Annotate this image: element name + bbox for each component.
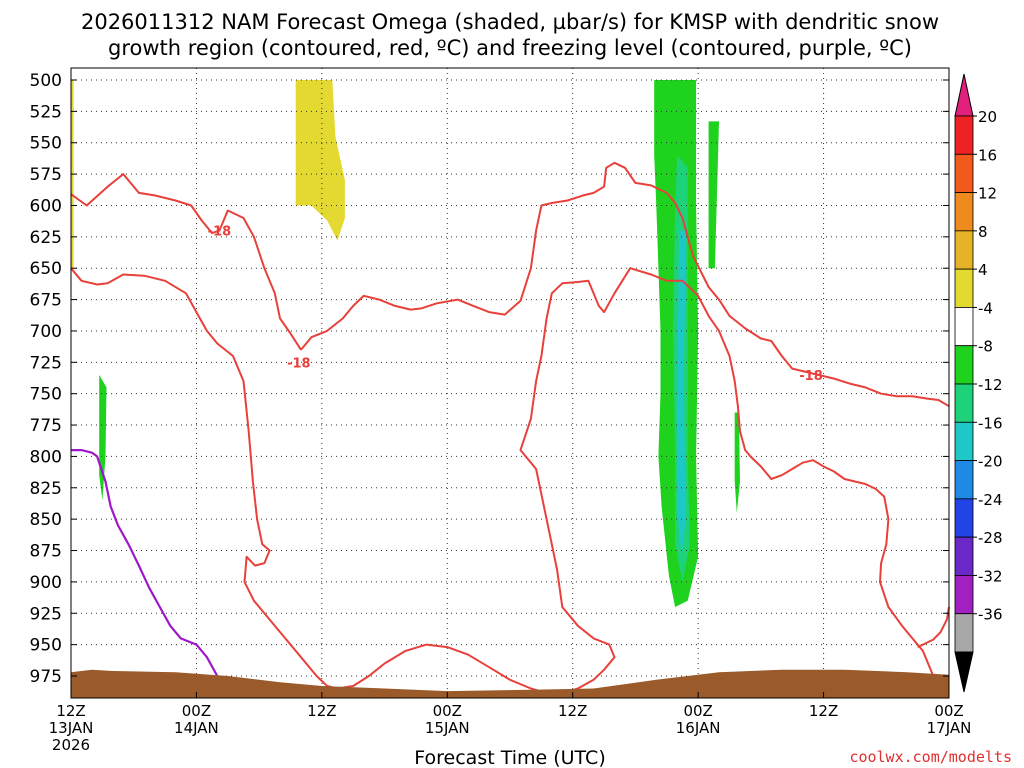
colorbar-label: -16 (978, 414, 1003, 432)
y-tick-label: 550 (30, 134, 62, 154)
y-axis-ticks: 500 525 550 575 600 625 650 675 700 725 750 775 800 8… (30, 71, 949, 687)
y-tick-label: 800 (30, 447, 62, 467)
colorbar-label: 20 (978, 108, 997, 126)
x-tick-label: 2026 (52, 736, 90, 754)
y-tick-label: 700 (30, 322, 62, 342)
y-tick-label: 900 (30, 573, 62, 593)
colorbar-label: -12 (978, 376, 1003, 394)
x-tick-label: 00Z (182, 702, 211, 720)
plot-area (71, 68, 949, 698)
colorbar-label: -24 (978, 491, 1003, 509)
ground-surface (71, 669, 949, 698)
colorbar-label: -4 (978, 299, 993, 317)
y-tick-label: 875 (30, 542, 62, 562)
plot-border (70, 67, 950, 699)
y-tick-label: 725 (30, 353, 62, 373)
colorbar-label: -36 (978, 606, 1003, 624)
y-tick-label: 525 (30, 102, 62, 122)
omega-positive-4-8 (295, 80, 345, 241)
x-tick-label: 15JAN (425, 719, 470, 737)
colorbar-band (954, 230, 974, 270)
colorbar-band (954, 115, 974, 155)
x-tick-label: 12Z (307, 702, 336, 720)
y-tick-label: 650 (30, 259, 62, 279)
chart-title: 2026011312 NAM Forecast Omega (shaded, µ… (81, 10, 939, 60)
y-tick-label: 825 (30, 479, 62, 499)
colorbar-label: -28 (978, 529, 1003, 547)
colorbar-band (954, 421, 974, 461)
dgz-minus12-left (70, 267, 935, 696)
y-tick-label: 675 (30, 291, 62, 311)
colorbar-label: -8 (978, 338, 993, 356)
y-tick-label: 625 (30, 228, 62, 248)
colorbar-band (954, 613, 974, 653)
plot-background (71, 68, 949, 698)
x-tick-label: 00Z (934, 702, 963, 720)
plot-frame (70, 67, 950, 699)
colorbar-band (954, 498, 974, 538)
x-tick-label: 12Z (558, 702, 587, 720)
y-tick-label: 975 (30, 667, 62, 687)
colorbar-label: -32 (978, 567, 1003, 585)
y-tick-label: 950 (30, 636, 62, 656)
omega-shading (71, 80, 740, 607)
contour-labels: -18 -18 -18 (208, 225, 823, 384)
colorbar-band (954, 192, 974, 232)
colorbar-band (954, 345, 974, 385)
colorbar-label: -20 (978, 453, 1003, 471)
y-tick-label: 850 (30, 510, 62, 530)
dgz-minus12-right-edge (917, 606, 950, 649)
colorbar-top-arrow (954, 73, 974, 117)
colorbar-band (954, 153, 974, 193)
y-tick-label: 600 (30, 196, 62, 216)
colorbar-band (954, 536, 974, 576)
x-tick-label: 13JAN (49, 719, 94, 737)
colorbar-band (954, 383, 974, 423)
freezing-level-contour (71, 449, 219, 677)
colorbar-label: 4 (978, 261, 988, 279)
omega-neg-4-strip (708, 121, 719, 269)
y-tick-label: 575 (30, 165, 62, 185)
x-tick-label: 00Z (683, 702, 712, 720)
colorbar-bottom-arrow (954, 651, 974, 693)
temperature-contours (70, 161, 950, 696)
x-tick-label: 17JAN (927, 719, 972, 737)
contour-label: -18 (287, 356, 311, 371)
contour-label: -18 (799, 369, 823, 384)
x-tick-label: 16JAN (676, 719, 721, 737)
colorbar-band (954, 460, 974, 500)
x-tick-label: 12Z (809, 702, 838, 720)
colorbar-band (954, 268, 974, 308)
colorbar-band (954, 307, 974, 347)
title-line-2: growth region (contoured, red, ºC) and f… (108, 36, 912, 60)
x-tick-label: 12Z (56, 702, 85, 720)
y-tick-label: 925 (30, 604, 62, 624)
dgz-minus18-middle (300, 161, 676, 351)
colorbar-band (954, 575, 974, 615)
x-tick-label: 00Z (433, 702, 462, 720)
y-tick-label: 775 (30, 416, 62, 436)
colorbar-label: 8 (978, 223, 988, 241)
y-tick-label: 500 (30, 71, 62, 91)
title-line-1: 2026011312 NAM Forecast Omega (shaded, µ… (81, 10, 939, 34)
dgz-minus18-upper (70, 173, 302, 351)
colorbar: 20 16 12 8 4 -4 -8 -12 -16 -20 -24 -28 -32 -36 (954, 73, 1003, 693)
ground-fill (71, 669, 949, 698)
x-tick-label: 14JAN (174, 719, 219, 737)
contour-label: -18 (208, 225, 232, 240)
freezing-level (71, 449, 219, 677)
credit-text: coolwx.com/modelts (849, 748, 1012, 766)
colorbar-label: 12 (978, 185, 997, 203)
x-axis-label: Forecast Time (UTC) (414, 747, 605, 768)
y-tick-label: 750 (30, 385, 62, 405)
dgz-minus18-right (674, 202, 950, 408)
colorbar-label: 16 (978, 146, 997, 164)
